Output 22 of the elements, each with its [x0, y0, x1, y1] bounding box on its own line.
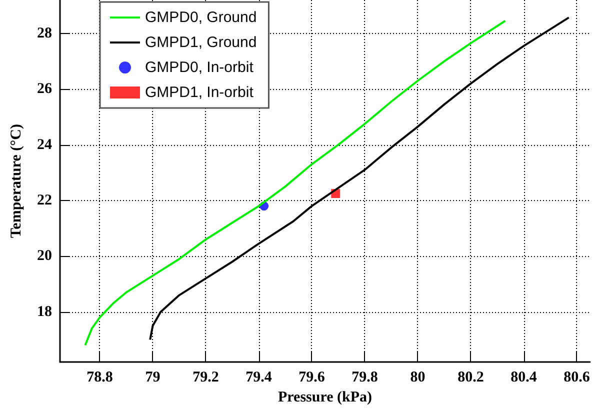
x-tick-label: 79.2: [192, 370, 219, 386]
x-tick-label: 79.6: [298, 370, 326, 386]
y-tick-label: 22: [37, 192, 52, 208]
x-axis-title: Pressure (kPa): [278, 389, 372, 406]
x-tick-label: 79.8: [352, 370, 378, 386]
x-tick-label: 80.6: [564, 370, 590, 386]
y-tick-label: 28: [37, 25, 52, 42]
x-tick-label: 79.4: [246, 370, 272, 386]
x-tick-label: 78.8: [86, 370, 113, 386]
y-tick-label: 18: [37, 304, 52, 320]
x-tick-label: 79: [145, 370, 160, 386]
legend-label: GMPD0, In-orbit: [145, 59, 254, 76]
x-tick-label: 80: [410, 370, 426, 386]
y-axis-title: Temperature (°C): [8, 124, 24, 238]
legend-label: GMPD0, Ground: [145, 9, 257, 26]
y-tick-label: 24: [37, 136, 52, 153]
legend-label: GMPD1, In-orbit: [145, 84, 254, 101]
x-tick-label: 80.2: [458, 370, 484, 386]
y-tick-label: 20: [37, 248, 52, 264]
y-tick-label: 26: [37, 81, 52, 98]
x-tick-label: 80.4: [510, 370, 538, 386]
legend-label: GMPD1, Ground: [145, 34, 257, 51]
